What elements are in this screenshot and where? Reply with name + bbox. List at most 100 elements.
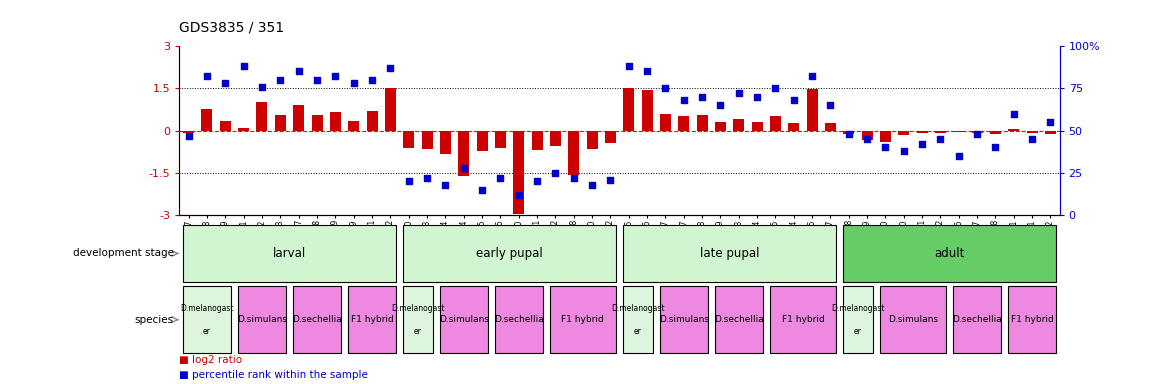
Text: D.sechellia: D.sechellia <box>713 315 763 324</box>
Point <box>968 131 987 137</box>
Point <box>327 73 345 79</box>
Text: D.melanogast: D.melanogast <box>181 304 234 313</box>
Point <box>894 148 913 154</box>
Bar <box>604 131 616 143</box>
Point <box>692 94 711 100</box>
Bar <box>513 131 525 214</box>
Point <box>234 63 252 70</box>
Bar <box>293 105 305 131</box>
Bar <box>862 131 873 139</box>
Bar <box>660 114 670 131</box>
Text: species: species <box>134 314 174 325</box>
Point <box>582 182 601 188</box>
Point <box>400 178 418 184</box>
Bar <box>990 131 1001 134</box>
Bar <box>459 131 469 175</box>
Bar <box>1045 131 1056 134</box>
Bar <box>714 122 726 131</box>
Point <box>472 187 491 193</box>
Point <box>547 170 565 176</box>
Bar <box>586 131 598 149</box>
Bar <box>1026 131 1038 133</box>
Bar <box>239 128 249 131</box>
Text: development stage: development stage <box>73 248 174 258</box>
Point <box>657 85 675 91</box>
Text: D.melanogast: D.melanogast <box>391 304 445 313</box>
Text: D.simulans: D.simulans <box>237 315 287 324</box>
Point <box>252 84 271 90</box>
Bar <box>679 116 689 131</box>
Text: larval: larval <box>273 247 306 260</box>
Bar <box>550 131 560 146</box>
Point <box>437 182 455 188</box>
Bar <box>824 122 836 131</box>
Bar <box>806 89 818 131</box>
Point <box>198 73 217 79</box>
Point <box>674 97 692 103</box>
Point <box>1041 119 1060 125</box>
Point <box>1023 136 1041 142</box>
Point <box>418 175 437 181</box>
Bar <box>274 115 286 131</box>
Bar <box>256 103 267 131</box>
Text: er: er <box>853 327 862 336</box>
Point <box>987 144 1005 151</box>
Point <box>271 77 290 83</box>
Point <box>730 90 748 96</box>
Point <box>877 144 895 151</box>
Point <box>454 165 472 171</box>
Bar <box>935 131 946 133</box>
Bar <box>384 88 396 131</box>
Point <box>179 132 198 139</box>
Point <box>638 68 657 74</box>
Text: D.sechellia: D.sechellia <box>493 315 543 324</box>
Bar <box>532 131 542 150</box>
Point <box>528 178 547 184</box>
Bar <box>733 119 745 131</box>
Point <box>1004 111 1023 117</box>
Text: D.sechellia: D.sechellia <box>952 315 1002 324</box>
Bar <box>569 131 579 175</box>
Bar <box>899 131 909 135</box>
Bar <box>440 131 450 154</box>
Bar <box>770 116 780 131</box>
Point <box>217 80 235 86</box>
Text: F1 hybrid: F1 hybrid <box>562 315 604 324</box>
Bar <box>312 115 322 131</box>
Bar <box>623 88 635 131</box>
Bar <box>366 111 378 131</box>
Point <box>510 192 528 198</box>
Point <box>564 175 582 181</box>
Text: ■ percentile rank within the sample: ■ percentile rank within the sample <box>179 370 368 380</box>
Bar <box>183 131 195 133</box>
Bar <box>403 131 415 148</box>
Text: GDS3835 / 351: GDS3835 / 351 <box>179 21 285 35</box>
Point <box>290 68 308 74</box>
Bar <box>696 115 708 131</box>
Text: D.simulans: D.simulans <box>888 315 938 324</box>
Bar <box>789 122 799 131</box>
Point <box>840 131 858 137</box>
Point <box>821 102 840 108</box>
Text: er: er <box>413 327 422 336</box>
Bar <box>349 121 359 131</box>
Bar <box>642 90 652 131</box>
Point <box>802 73 821 79</box>
Bar <box>880 131 891 142</box>
Bar <box>330 112 340 131</box>
Point <box>950 153 968 159</box>
Point <box>308 77 327 83</box>
Point <box>381 65 400 71</box>
Bar <box>476 131 488 151</box>
Text: F1 hybrid: F1 hybrid <box>351 315 394 324</box>
Point <box>858 136 877 142</box>
Point <box>620 63 638 70</box>
Point <box>767 85 785 91</box>
Bar <box>953 131 965 132</box>
Point <box>601 177 620 183</box>
Bar <box>917 131 928 133</box>
Point <box>344 80 362 86</box>
Bar <box>494 131 506 148</box>
Text: ■ log2 ratio: ■ log2 ratio <box>179 355 243 365</box>
Text: D.melanogast: D.melanogast <box>611 304 665 313</box>
